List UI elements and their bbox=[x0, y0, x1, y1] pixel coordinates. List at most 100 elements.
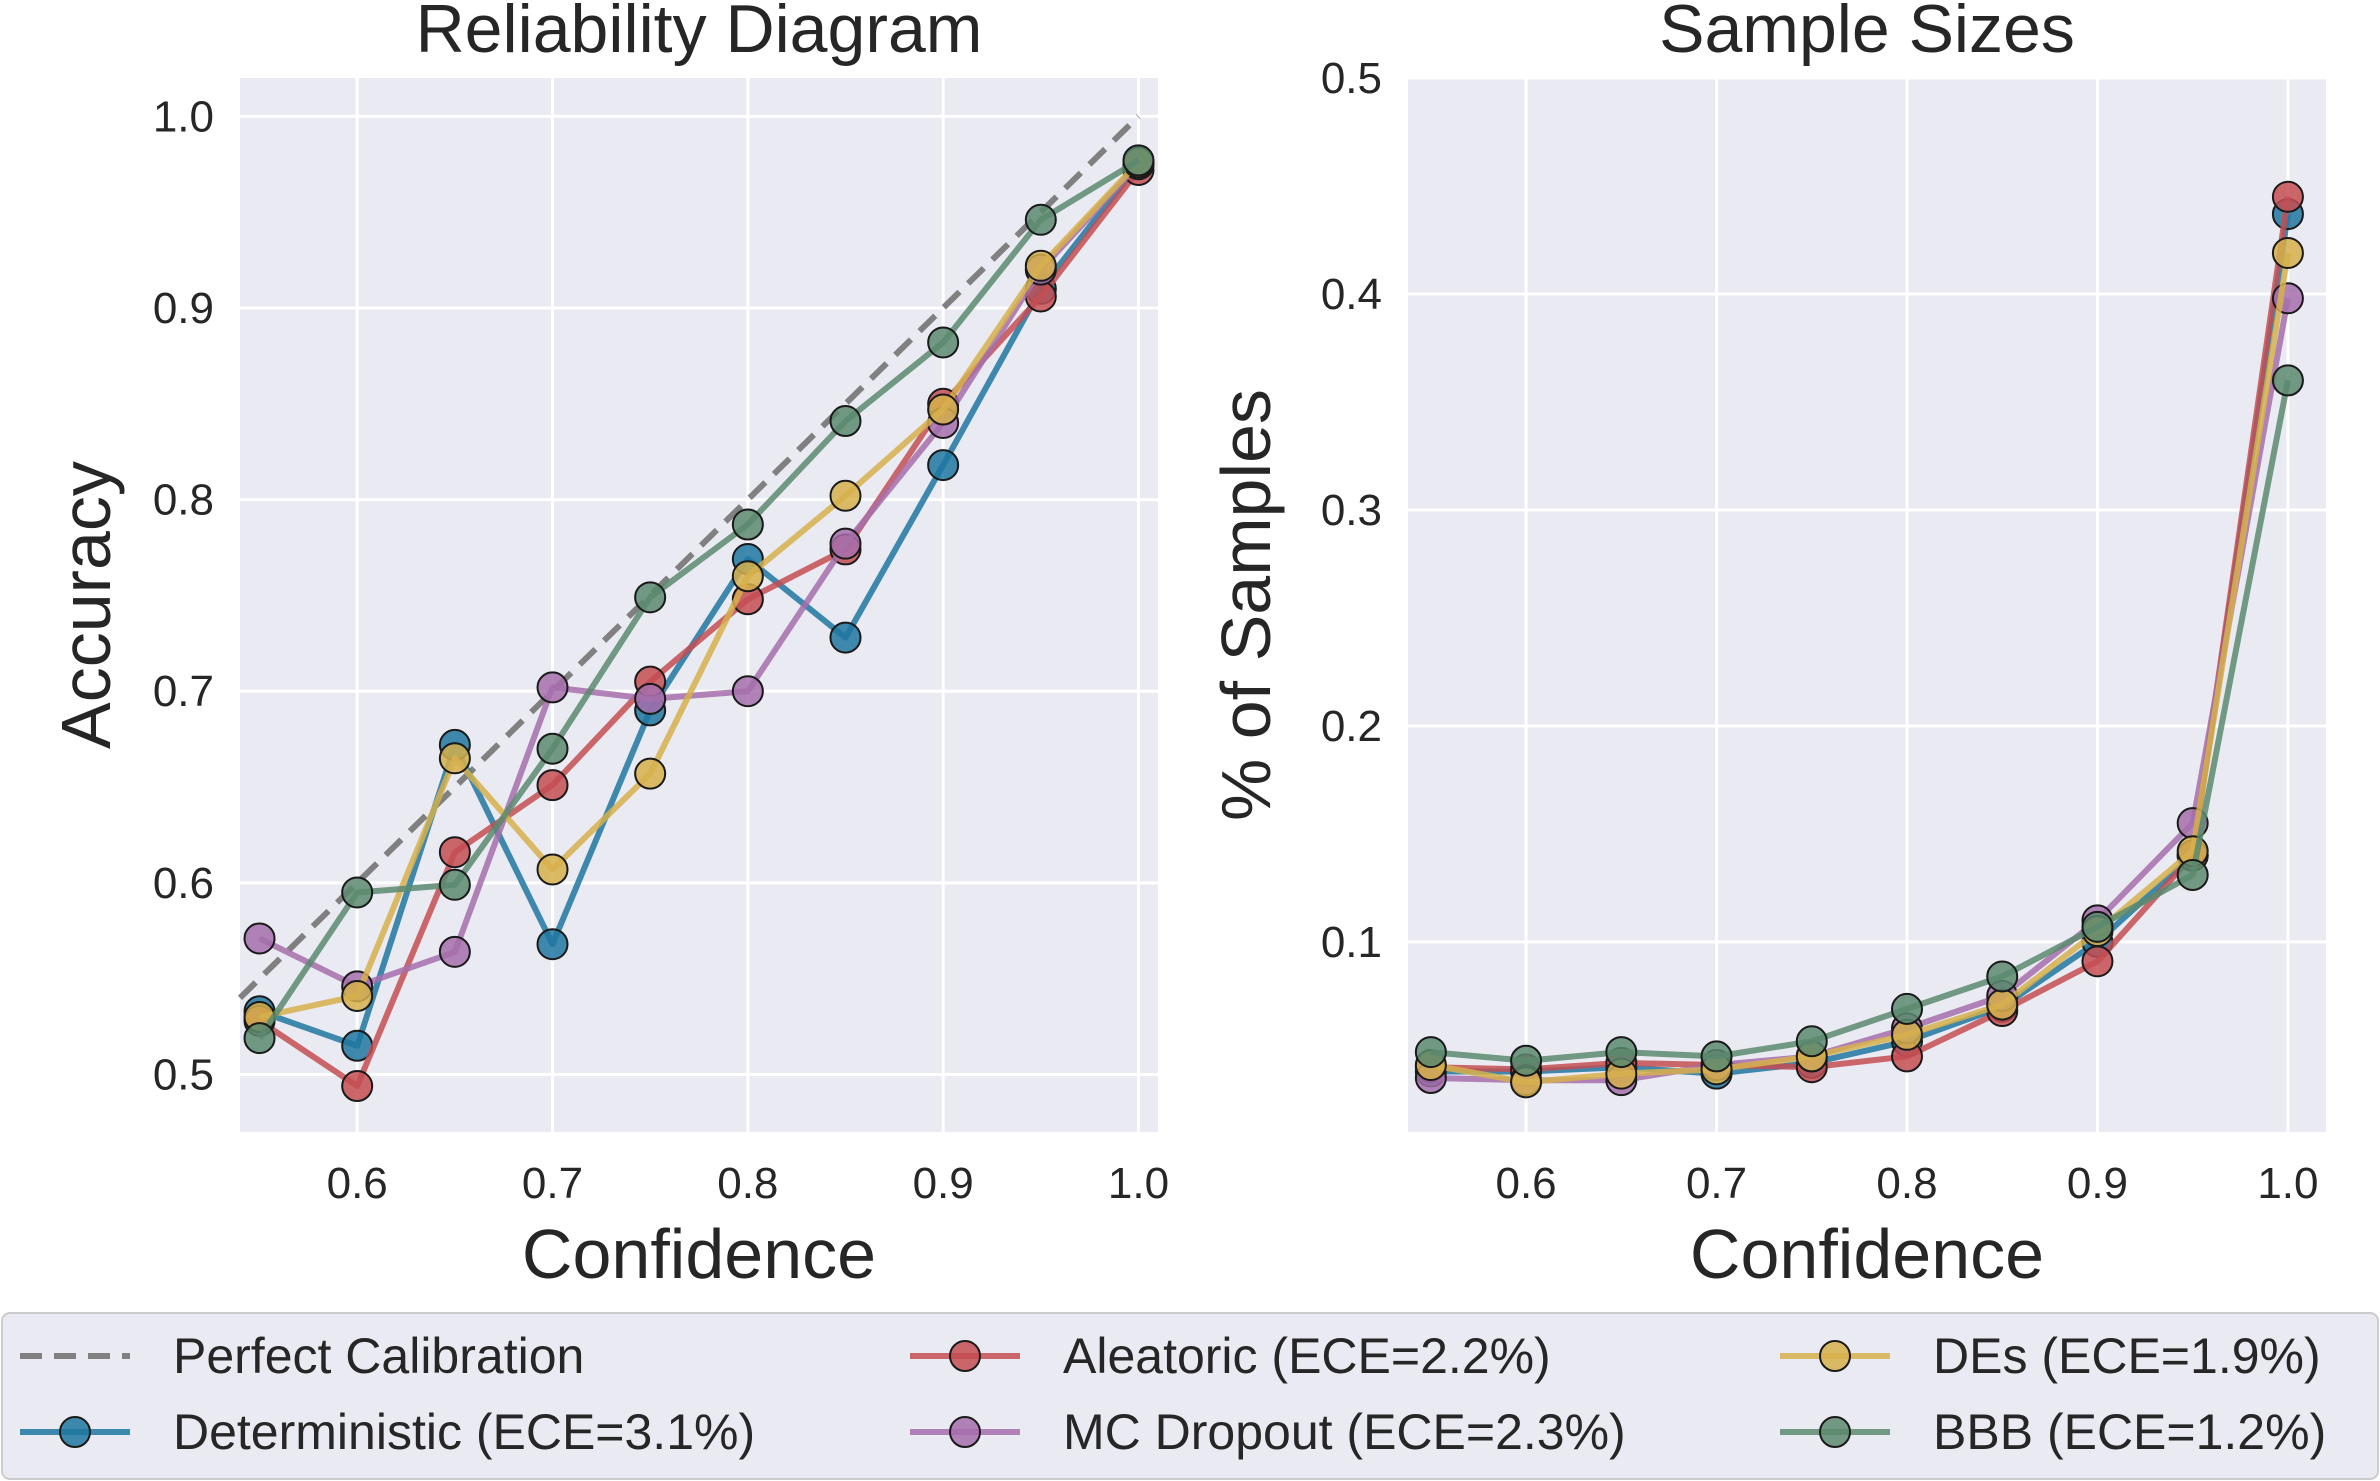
legend-swatch-marker bbox=[1819, 1340, 1851, 1372]
data-point bbox=[2271, 236, 2304, 269]
data-point bbox=[1510, 1044, 1543, 1077]
x-axis-label: Confidence bbox=[522, 1215, 876, 1293]
reliability-diagram-panel: 0.6 0.7 0.8 0.9 1.0 0.5 0.6 0.7 0.8 0.9 1.0 Relia… bbox=[47, 0, 1169, 1293]
data-point bbox=[829, 621, 862, 654]
x-tick-labels: 0.6 0.7 0.8 0.9 1.0 bbox=[327, 1159, 1169, 1208]
x-tick-label: 0.9 bbox=[2067, 1159, 2128, 1208]
data-point bbox=[634, 757, 667, 790]
series-bbb bbox=[243, 144, 1155, 1055]
data-point bbox=[2081, 910, 2114, 943]
legend-item: Aleatoric (ECE=2.2%) bbox=[910, 1328, 1551, 1384]
series-bbb bbox=[1414, 364, 2304, 1077]
data-point bbox=[536, 671, 569, 704]
y-tick-label: 0.9 bbox=[153, 284, 214, 333]
data-point bbox=[2081, 945, 2114, 978]
data-point bbox=[2176, 858, 2209, 891]
legend-swatch-marker bbox=[59, 1416, 91, 1448]
data-point bbox=[438, 868, 471, 901]
perfect-calibration-line bbox=[237, 114, 1141, 1000]
x-tick-label: 1.0 bbox=[2257, 1159, 2318, 1208]
data-point bbox=[243, 1022, 276, 1055]
x-tick-label: 0.9 bbox=[913, 1159, 974, 1208]
legend-label: Perfect Calibration bbox=[173, 1328, 584, 1384]
series-group bbox=[1414, 180, 2304, 1099]
data-point bbox=[634, 581, 667, 614]
data-point bbox=[536, 928, 569, 961]
chart-title: Sample Sizes bbox=[1659, 0, 2075, 67]
data-point bbox=[438, 836, 471, 869]
y-tick-label: 0.7 bbox=[153, 667, 214, 716]
legend-label: Aleatoric (ECE=2.2%) bbox=[1063, 1328, 1551, 1384]
series-line bbox=[258, 162, 1141, 1049]
legend-item: Perfect Calibration bbox=[20, 1328, 584, 1384]
y-tick-label: 0.3 bbox=[1321, 486, 1382, 535]
x-axis-label: Confidence bbox=[1690, 1215, 2044, 1293]
data-point bbox=[536, 769, 569, 802]
legend-item: DEs (ECE=1.9%) bbox=[1780, 1328, 2321, 1384]
series-line bbox=[1430, 252, 2291, 1086]
data-point bbox=[829, 479, 862, 512]
legend-swatch-marker bbox=[949, 1416, 981, 1448]
legend-items: Perfect Calibration Deterministic (ECE=3.… bbox=[20, 1328, 2326, 1460]
x-tick-label: 0.6 bbox=[327, 1159, 388, 1208]
legend-swatch-marker bbox=[949, 1340, 981, 1372]
data-point bbox=[1986, 988, 2019, 1021]
data-point bbox=[927, 449, 960, 482]
data-point bbox=[341, 979, 374, 1012]
data-point bbox=[927, 326, 960, 359]
data-point bbox=[731, 560, 764, 593]
gridlines bbox=[1408, 76, 2326, 1132]
legend-label: BBB (ECE=1.2%) bbox=[1933, 1404, 2326, 1460]
y-axis-label: Accuracy bbox=[47, 461, 125, 749]
x-tick-label: 0.8 bbox=[717, 1159, 778, 1208]
series-group bbox=[243, 144, 1155, 1103]
data-point bbox=[341, 876, 374, 909]
series-line bbox=[258, 162, 1141, 990]
y-tick-label: 0.8 bbox=[153, 476, 214, 525]
data-point bbox=[731, 675, 764, 708]
legend-label: DEs (ECE=1.9%) bbox=[1933, 1328, 2321, 1384]
y-tick-labels: 0.5 0.6 0.7 0.8 0.9 1.0 bbox=[153, 92, 214, 1099]
legend: Perfect Calibration Deterministic (ECE=3.… bbox=[1, 1312, 2379, 1480]
x-tick-label: 0.7 bbox=[1686, 1159, 1747, 1208]
data-point bbox=[1605, 1036, 1638, 1069]
legend-swatch-marker bbox=[1819, 1416, 1851, 1448]
data-point bbox=[536, 853, 569, 886]
data-point bbox=[438, 742, 471, 775]
y-tick-labels: 0.1 0.2 0.3 0.4 0.5 bbox=[1321, 54, 1382, 967]
data-point bbox=[927, 393, 960, 426]
data-point bbox=[243, 922, 276, 955]
data-point bbox=[1795, 1025, 1828, 1058]
y-tick-label: 0.5 bbox=[153, 1051, 214, 1100]
perfect-calibration-line-path bbox=[237, 114, 1141, 1000]
plot-area-background bbox=[1408, 78, 2326, 1132]
x-tick-label: 0.6 bbox=[1495, 1159, 1556, 1208]
legend-item: Deterministic (ECE=3.1%) bbox=[20, 1404, 755, 1460]
sample-sizes-panel: 0.6 0.7 0.8 0.9 1.0 0.1 0.2 0.3 0.4 0.5 Sample S… bbox=[1207, 0, 2326, 1293]
legend-item: MC Dropout (ECE=2.3%) bbox=[910, 1404, 1626, 1460]
y-tick-label: 1.0 bbox=[153, 92, 214, 141]
data-point bbox=[438, 935, 471, 968]
data-point bbox=[1700, 1040, 1733, 1073]
data-point bbox=[1890, 992, 1923, 1025]
legend-label: Deterministic (ECE=3.1%) bbox=[173, 1404, 755, 1460]
data-point bbox=[731, 508, 764, 541]
data-point bbox=[829, 405, 862, 438]
chart-title: Reliability Diagram bbox=[416, 0, 983, 67]
x-tick-label: 0.8 bbox=[1876, 1159, 1937, 1208]
series-line bbox=[1430, 196, 2291, 1073]
data-point bbox=[1122, 144, 1155, 177]
data-point bbox=[536, 732, 569, 765]
x-tick-label: 0.7 bbox=[522, 1159, 583, 1208]
data-point bbox=[1414, 1036, 1447, 1069]
series-line bbox=[1430, 379, 2291, 1064]
plot-area-background bbox=[240, 78, 1158, 1132]
data-point bbox=[2271, 364, 2304, 397]
y-tick-label: 0.5 bbox=[1321, 54, 1382, 103]
y-tick-label: 0.2 bbox=[1321, 702, 1382, 751]
y-tick-label: 0.4 bbox=[1321, 270, 1382, 319]
data-point bbox=[1986, 960, 2019, 993]
series-line bbox=[258, 160, 1141, 1020]
series-line bbox=[257, 157, 1141, 1040]
